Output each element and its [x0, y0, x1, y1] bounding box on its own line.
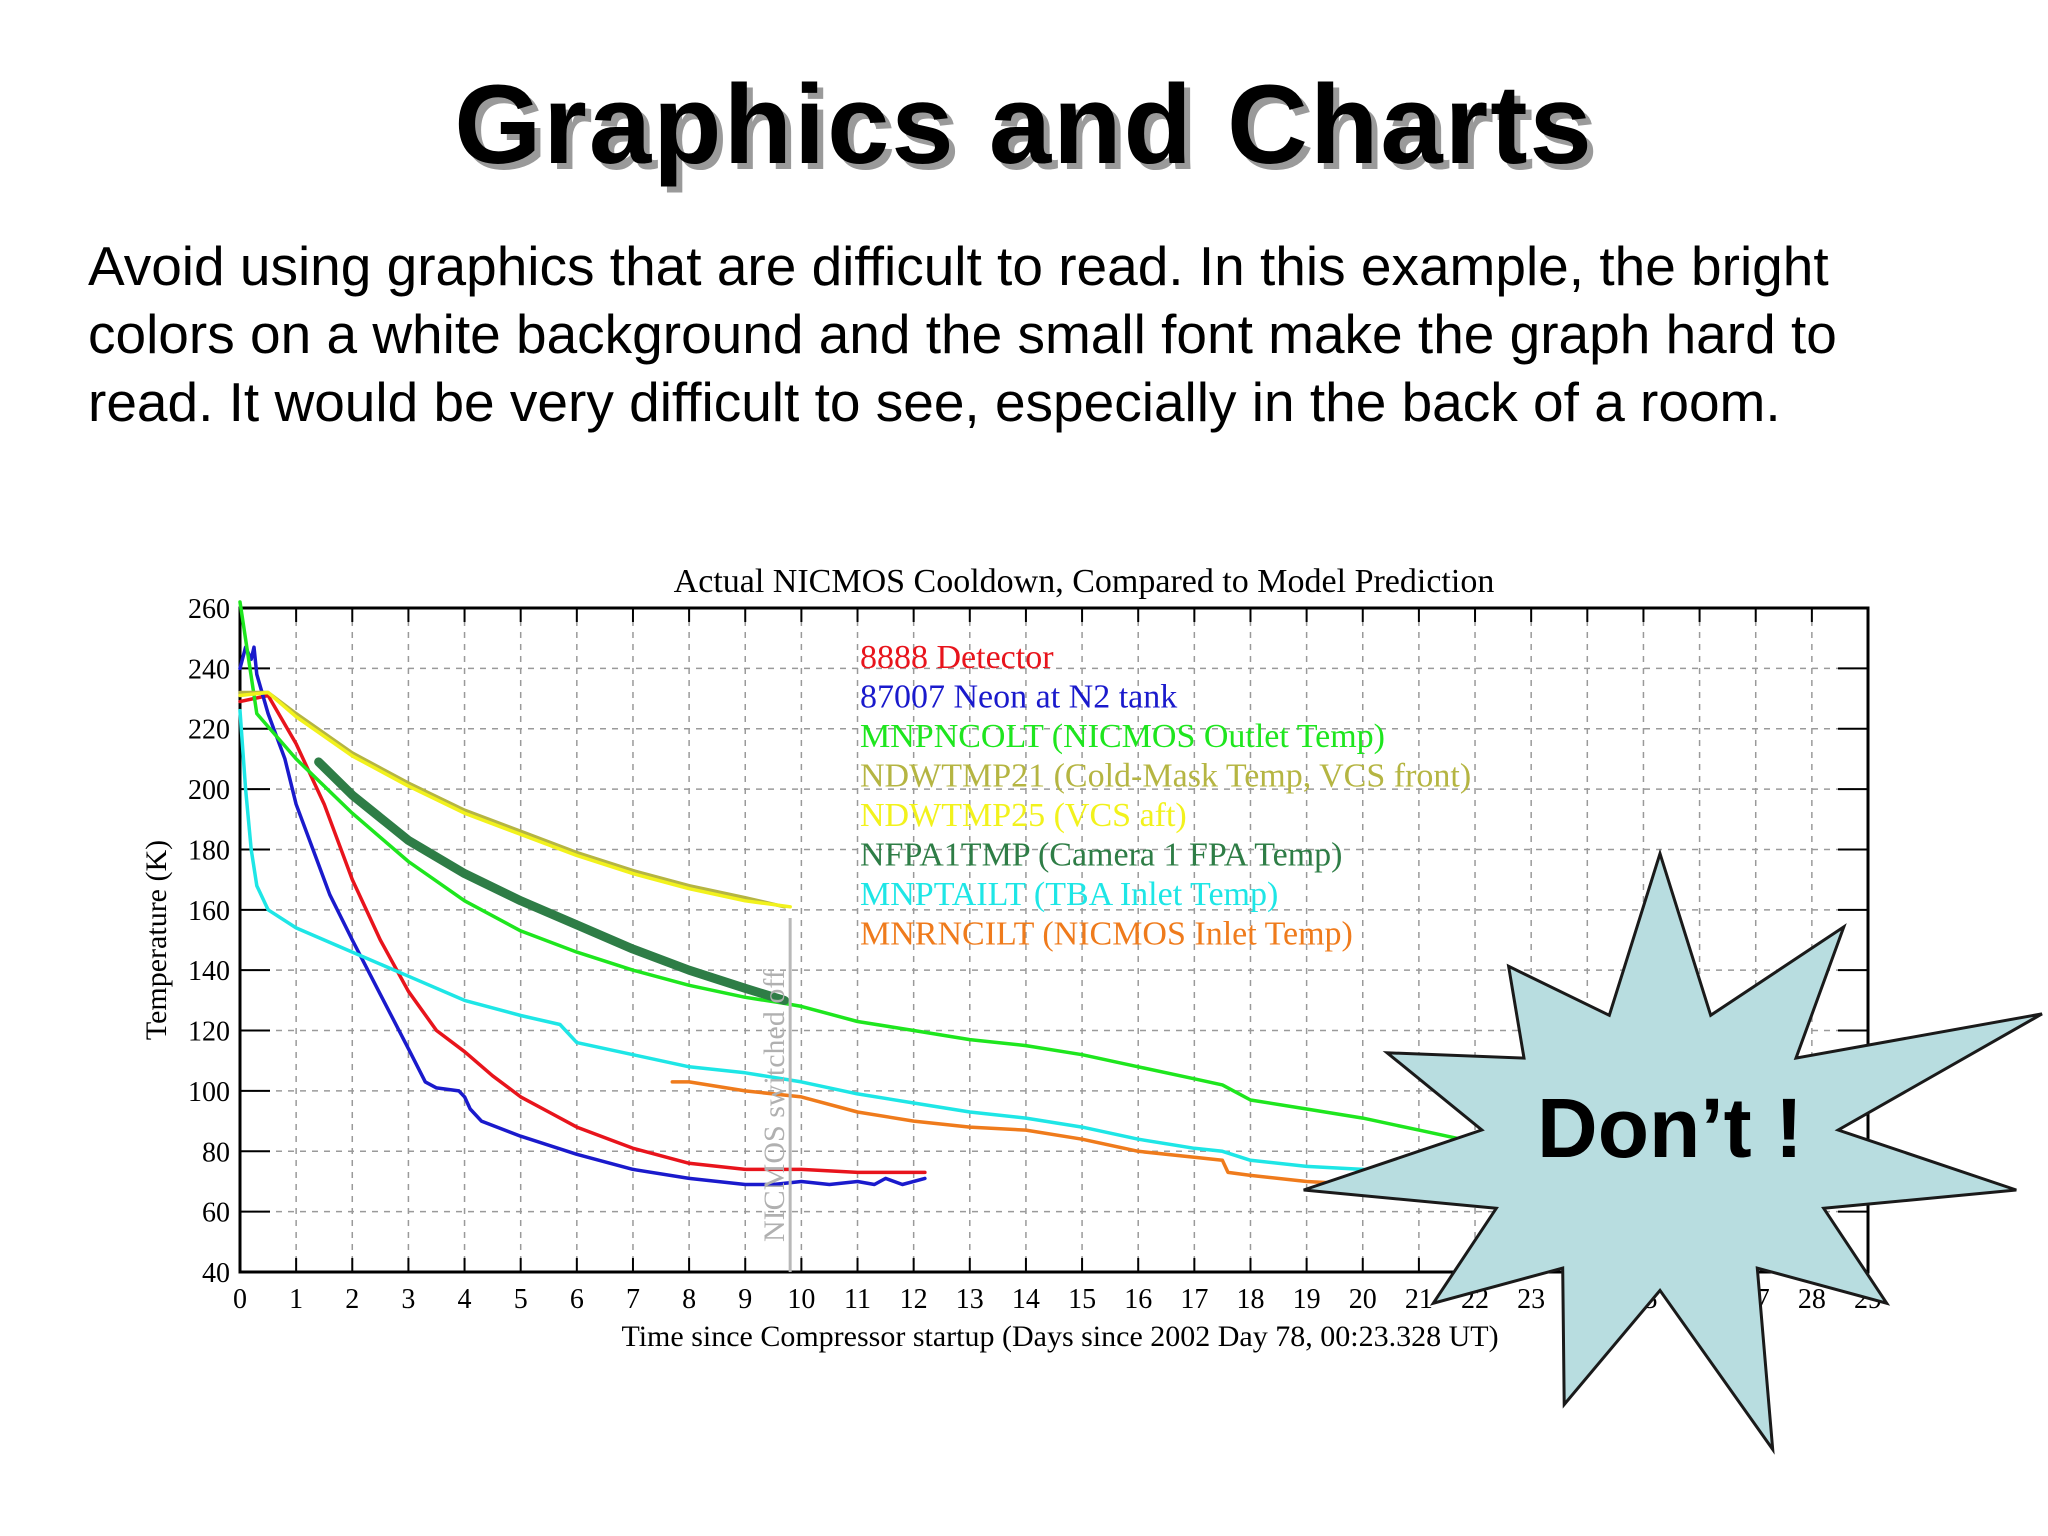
legend-entry: NFPA1TMP (Camera 1 FPA Temp)	[860, 837, 1343, 874]
legend-entry: 87007 Neon at N2 tank	[860, 679, 1177, 716]
body-line-3: read. It would be very difficult to see,…	[88, 371, 1781, 433]
legend-entry: MNRNCILT (NICMOS Inlet Temp)	[860, 916, 1353, 953]
x-tick-label: 12	[900, 1284, 928, 1315]
x-tick-label: 7	[626, 1284, 640, 1315]
series-line	[238, 708, 1477, 1184]
series-line	[314, 757, 789, 1005]
slide-body: Avoid using graphics that are difficult …	[88, 232, 1988, 436]
y-tick-label: 200	[188, 775, 230, 806]
series-line	[238, 693, 927, 1175]
legend-entry: 8888 Detector	[860, 639, 1054, 676]
starburst-callout	[1303, 848, 2043, 1455]
x-tick-label: 13	[956, 1284, 984, 1315]
series-line	[238, 690, 792, 909]
x-tick-label: 3	[401, 1284, 415, 1315]
x-tick-label: 2	[345, 1284, 359, 1315]
y-axis-label: Temperature (K)	[140, 840, 173, 1040]
legend-entry: MNPTAILT (TBA Inlet Temp)	[860, 876, 1278, 913]
x-tick-label: 16	[1124, 1284, 1152, 1315]
x-tick-label: 0	[233, 1284, 247, 1315]
switch-off-label: NICMOS switched off	[758, 969, 791, 1242]
body-line-2: colors on a white background and the sma…	[88, 303, 1837, 365]
x-tick-label: 10	[787, 1284, 815, 1315]
x-tick-label: 6	[570, 1284, 584, 1315]
x-tick-label: 14	[1012, 1284, 1040, 1315]
series-line	[238, 600, 1533, 1154]
y-tick-label: 140	[188, 956, 230, 987]
series-line	[238, 645, 927, 1187]
dont-callout-text: Don’t !	[1537, 1081, 1803, 1175]
chart-title: Actual NICMOS Cooldown, Compared to Mode…	[674, 563, 1495, 600]
slide-title: Graphics and Charts	[454, 62, 1594, 187]
y-tick-label: 240	[188, 654, 230, 685]
y-tick-label: 80	[202, 1137, 230, 1168]
x-tick-label: 8	[682, 1284, 696, 1315]
x-axis-label: Time since Compressor startup (Days sinc…	[621, 1320, 1498, 1353]
y-tick-label: 220	[188, 715, 230, 746]
legend-entry: MNPNCOLT (NICMOS Outlet Temp)	[860, 718, 1385, 755]
body-line-1: Avoid using graphics that are difficult …	[88, 235, 1829, 297]
y-tick-label: 160	[188, 896, 230, 927]
y-tick-label: 180	[188, 835, 230, 866]
legend-entry: NDWTMP21 (Cold-Mask Temp, VCS front)	[860, 758, 1471, 795]
x-tick-label: 9	[738, 1284, 752, 1315]
x-tick-label: 1	[289, 1284, 303, 1315]
plot-frame	[238, 606, 1870, 1274]
x-tick-label: 23	[1517, 1284, 1545, 1315]
x-tick-label: 19	[1293, 1284, 1321, 1315]
legend-entry: NDWTMP25 (VCS aft)	[860, 797, 1187, 834]
x-tick-label: 28	[1798, 1284, 1826, 1315]
x-tick-label: 5	[514, 1284, 528, 1315]
y-tick-label: 120	[188, 1017, 230, 1048]
x-tick-label: 21	[1405, 1284, 1433, 1315]
y-tick-label: 100	[188, 1077, 230, 1108]
x-tick-label: 20	[1349, 1284, 1377, 1315]
x-tick-label: 11	[844, 1284, 871, 1315]
y-tick-label: 60	[202, 1198, 230, 1229]
series-line	[238, 690, 787, 909]
x-tick-label: 17	[1180, 1284, 1208, 1315]
x-tick-label: 15	[1068, 1284, 1096, 1315]
x-tick-label: 18	[1236, 1284, 1264, 1315]
y-tick-label: 260	[188, 594, 230, 625]
x-tick-label: 4	[458, 1284, 472, 1315]
y-tick-label: 40	[202, 1258, 230, 1289]
